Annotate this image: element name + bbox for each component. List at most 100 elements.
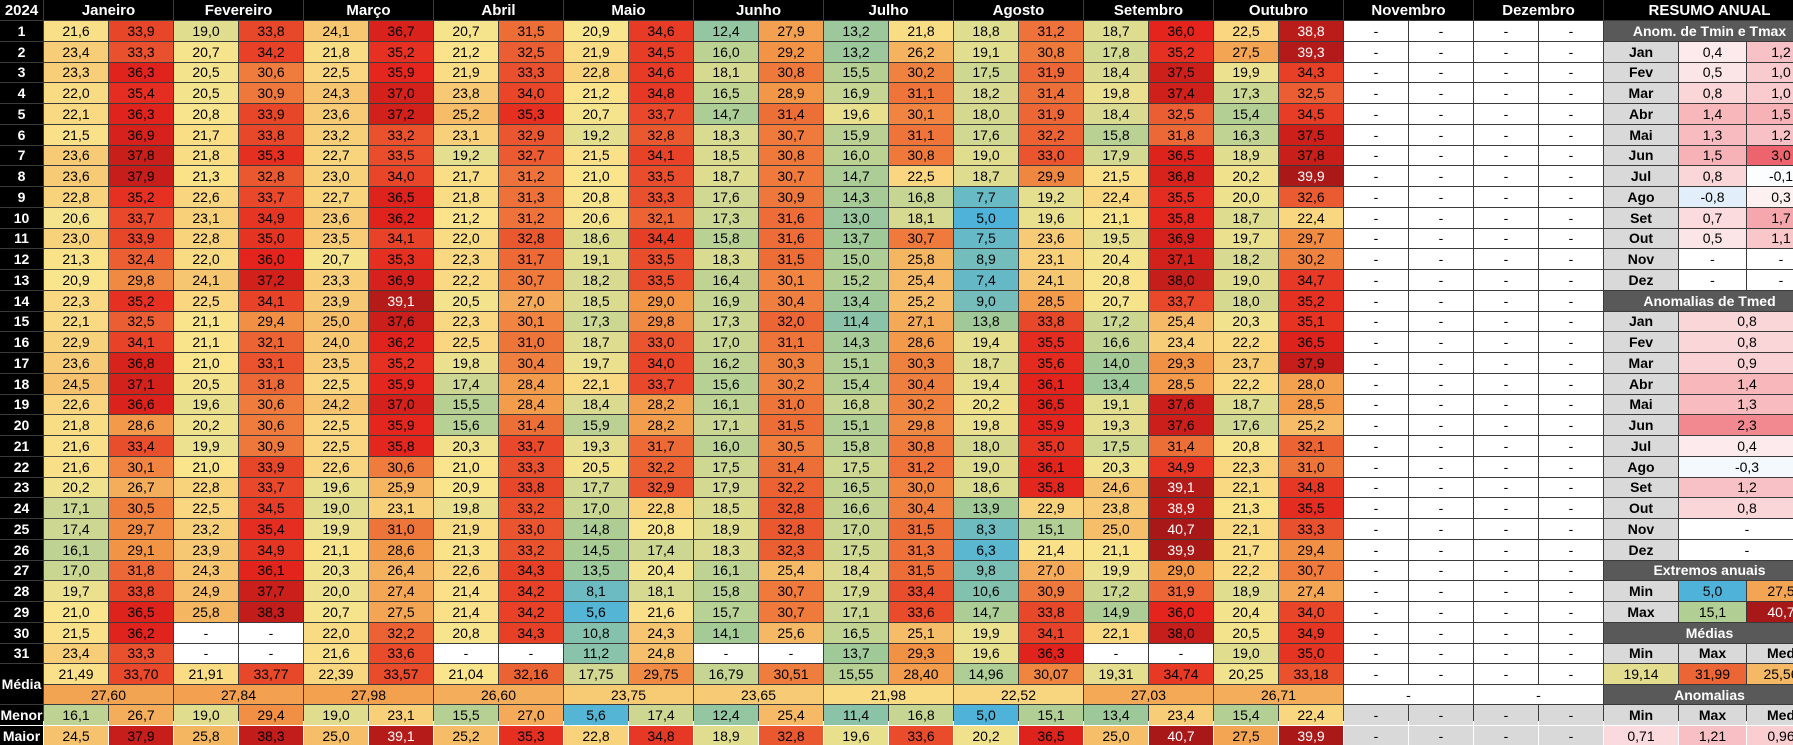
tmin-cell: 22,8 <box>564 62 628 83</box>
tmin-cell: - <box>1474 145 1538 166</box>
tmin-cell: - <box>1474 104 1538 124</box>
month-header: Junho <box>694 0 823 20</box>
tmax-cell: 30,0 <box>889 477 953 498</box>
tmax-cell: 35,2 <box>109 187 173 207</box>
tmin-cell: 21,1 <box>174 311 238 332</box>
tmax-cell: 36,6 <box>109 394 173 415</box>
menor-tmin-cell: - <box>1474 705 1538 725</box>
tmax-cell: 30,7 <box>1279 560 1343 581</box>
tmin-cell: - <box>1474 643 1538 664</box>
tmin-cell: 19,2 <box>564 124 628 145</box>
tmin-cell: 22,5 <box>1214 21 1278 41</box>
anomalias-med-label: Med <box>1747 705 1793 725</box>
tmax-cell: 31,7 <box>499 249 563 269</box>
tmin-cell: - <box>1344 415 1408 435</box>
tmin-cell: 7,5 <box>954 228 1018 249</box>
media-tmed-cell: 27,84 <box>174 684 303 705</box>
tmin-cell: 18,3 <box>694 249 758 269</box>
tmax-cell: 27,1 <box>889 311 953 332</box>
tmax-cell: - <box>1539 41 1603 62</box>
tmin-cell: 21,8 <box>434 187 498 207</box>
tmin-cell: 23,6 <box>44 166 108 186</box>
tmax-cell: 33,9 <box>239 104 303 124</box>
tmin-cell: 14,3 <box>824 187 888 207</box>
anom-tmin-value: -0,8 <box>1679 187 1746 207</box>
tmax-cell: 30,8 <box>759 145 823 166</box>
tmin-cell: 17,6 <box>954 124 1018 145</box>
tmax-cell: 31,5 <box>889 519 953 539</box>
menor-tmin-cell: - <box>1344 705 1408 725</box>
day-label: 15 <box>0 311 43 332</box>
tmin-cell: 22,0 <box>304 622 368 643</box>
tmax-cell: 37,6 <box>369 311 433 332</box>
tmin-cell: 9,8 <box>954 560 1018 581</box>
tmax-cell: 36,0 <box>239 249 303 269</box>
tmin-cell: 20,5 <box>564 456 628 477</box>
tmin-cell: 20,7 <box>434 21 498 41</box>
media-tmin-cell: - <box>1344 664 1408 684</box>
tmin-cell: 24,3 <box>174 560 238 581</box>
tmin-cell: 24,5 <box>44 373 108 394</box>
tmax-cell: 33,2 <box>369 124 433 145</box>
tmin-cell: 18,5 <box>694 145 758 166</box>
tmin-cell: 22,2 <box>1214 332 1278 352</box>
tmin-cell: 24,3 <box>304 83 368 103</box>
tmin-cell: 21,0 <box>434 456 498 477</box>
tmax-cell: 31,4 <box>759 456 823 477</box>
tmin-cell: 14,5 <box>564 539 628 560</box>
tmin-cell: 19,3 <box>1084 415 1148 435</box>
tmin-cell: 13,7 <box>824 643 888 664</box>
tmin-cell: 22,2 <box>1214 560 1278 581</box>
tmax-cell: 28,6 <box>369 539 433 560</box>
tmin-cell: 21,0 <box>564 166 628 186</box>
month-header: Julho <box>824 0 953 20</box>
tmax-cell: 37,0 <box>369 394 433 415</box>
tmin-cell: - <box>1344 166 1408 186</box>
tmin-cell: - <box>1474 41 1538 62</box>
tmin-cell: 9,0 <box>954 290 1018 311</box>
tmin-cell: - <box>1474 560 1538 581</box>
tmax-cell: 32,5 <box>109 311 173 332</box>
tmin-cell: 24,2 <box>304 394 368 415</box>
tmin-cell: 22,4 <box>1084 187 1148 207</box>
tmax-cell: - <box>1409 145 1473 166</box>
tmin-cell: 19,2 <box>434 145 498 166</box>
tmin-cell: 17,1 <box>44 498 108 518</box>
tmin-cell: - <box>1474 207 1538 228</box>
day-label: 31 <box>0 643 43 664</box>
tmax-cell: - <box>239 643 303 664</box>
tmin-cell: 22,5 <box>304 415 368 435</box>
tmax-cell: 30,8 <box>889 436 953 456</box>
tmax-cell: - <box>1539 270 1603 290</box>
tmin-cell: 18,5 <box>564 290 628 311</box>
tmax-cell: 31,1 <box>889 83 953 103</box>
tmax-cell: 29,3 <box>889 643 953 664</box>
tmax-cell: 19,6 <box>1019 207 1083 228</box>
tmin-cell: 22,1 <box>1214 519 1278 539</box>
tmin-cell: 21,4 <box>434 581 498 601</box>
tmax-cell: 33,2 <box>499 539 563 560</box>
tmin-cell: 21,0 <box>44 602 108 622</box>
tmin-cell: 21,3 <box>44 249 108 269</box>
tmin-cell: 17,5 <box>824 539 888 560</box>
tmax-cell: 30,6 <box>369 456 433 477</box>
tmin-cell: 18,9 <box>1214 581 1278 601</box>
tmin-cell: 16,8 <box>824 394 888 415</box>
tmin-cell: 20,0 <box>304 581 368 601</box>
anom-tmin-value: 1,3 <box>1679 124 1746 145</box>
tmin-cell: 17,2 <box>1084 311 1148 332</box>
tmin-cell: 20,5 <box>1214 622 1278 643</box>
tmin-cell: 17,9 <box>824 581 888 601</box>
tmax-cell: 17,4 <box>629 539 693 560</box>
menor-tmax-cell: 17,4 <box>629 705 693 725</box>
tmax-cell: 31,5 <box>759 415 823 435</box>
tmax-cell: 35,2 <box>109 290 173 311</box>
tmin-cell: - <box>1344 436 1408 456</box>
menor-tmin-cell: 15,4 <box>1214 705 1278 725</box>
anom-tmin-tmax-title: Anom. de Tmin e Tmax <box>1604 21 1793 41</box>
tmax-cell: 28,0 <box>1279 373 1343 394</box>
tmin-cell: 22,5 <box>174 290 238 311</box>
tmin-cell: 13,7 <box>824 228 888 249</box>
tmin-cell: 19,8 <box>434 353 498 373</box>
tmin-cell: 21,9 <box>564 41 628 62</box>
